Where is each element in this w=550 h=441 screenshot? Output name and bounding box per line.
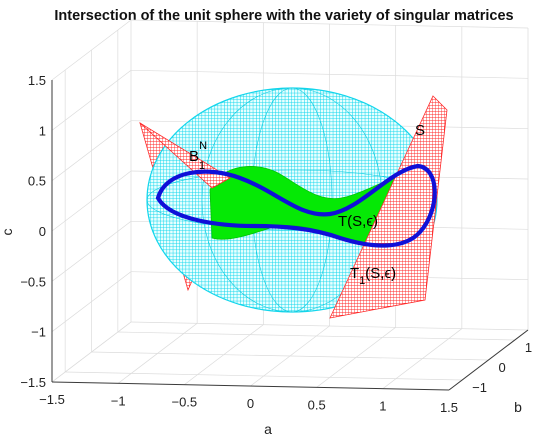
b-grid-floor [65, 371, 463, 381]
b-axis-line [448, 329, 529, 391]
annotation-t1-main: T [350, 265, 359, 282]
a-tick-label: −1 [111, 393, 126, 408]
c-tick-label: 1.5 [28, 73, 46, 88]
c-grid-back [130, 69, 529, 79]
b-tick-label: 0 [499, 360, 506, 375]
annotation-t1-s-eps: T1(S,ϵ) [350, 265, 396, 287]
z-axis-label: c [0, 229, 15, 236]
annotation-t1-sub: 1 [359, 275, 365, 287]
c-tick-label: −0.5 [20, 274, 46, 289]
b-grid-floor [117, 331, 515, 341]
tick-labels: −1.5 −1 −0.5 0 0.5 1 1.5 −1.5 −1 −0.5 0 0.5 1 1.5 −1 0 1 [20, 73, 532, 415]
chart-title: Intersection of the unit sphere with the… [54, 8, 513, 24]
b-grid-floor [91, 351, 489, 361]
annotation-b1n-sub: 1 [199, 160, 205, 172]
c-tick-label: 1 [39, 123, 46, 138]
c-grid-back [130, 19, 529, 29]
c-grid-back [130, 321, 529, 331]
a-tick-label: −0.5 [171, 395, 197, 410]
annotation-t-s-eps: T(S,ϵ) [338, 213, 378, 230]
b-tick-label: 1 [525, 340, 532, 355]
c-tick-label: −1 [31, 325, 46, 340]
axes-frame [51, 80, 529, 391]
c-tick-label: −1.5 [20, 375, 46, 390]
intersection-curve-b1n [155, 163, 437, 248]
c-tick-label: 0.5 [28, 174, 46, 189]
x-axis-label: a [264, 421, 272, 437]
annotation-b1n-main: B [189, 148, 199, 165]
annotation-b1n-sup: N [199, 140, 207, 152]
a-axis-line [51, 381, 450, 391]
b-tick-label: −1 [472, 380, 487, 395]
surface-group [139, 87, 448, 319]
annotation-s: S [415, 122, 425, 139]
annotation-b1n: B1 N [189, 140, 207, 172]
a-tick-label: 0.5 [308, 397, 326, 412]
annotations: B1N S T(S,ϵ) T1(S,ϵ) [189, 122, 425, 287]
annotation-t1-rest: (S,ϵ) [365, 265, 396, 282]
a-tick-label: 1 [379, 399, 386, 414]
a-tick-label: −1.5 [39, 392, 65, 407]
a-tick-label: 1.5 [440, 400, 458, 415]
a-tick-label: 0 [247, 396, 254, 411]
c-tick-label: 0 [39, 224, 46, 239]
y-axis-label: b [514, 399, 522, 415]
